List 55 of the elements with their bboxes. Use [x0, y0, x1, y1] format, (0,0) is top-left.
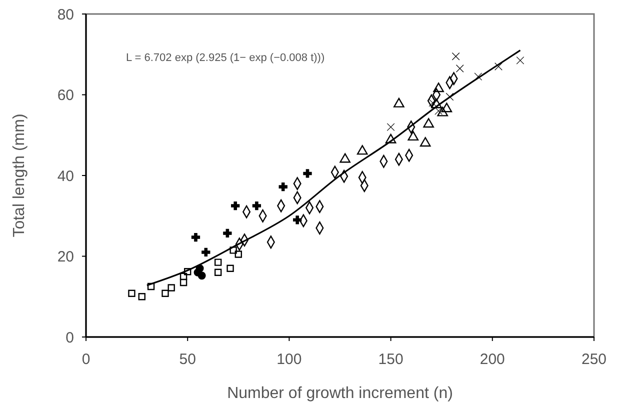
point	[437, 106, 448, 116]
point	[214, 258, 222, 266]
x-tick-label: 100	[276, 351, 302, 368]
point	[394, 98, 404, 108]
point	[184, 268, 192, 276]
point	[420, 137, 431, 147]
y-axis-title: Total length (mm)	[11, 114, 28, 238]
x-tick-label: 200	[480, 351, 505, 368]
x-tick-label: 250	[581, 351, 607, 368]
point	[194, 268, 202, 276]
point	[474, 72, 482, 81]
point	[386, 123, 395, 131]
annotation: L = 6.702 exp (2.925 (1− exp (−0.008 t)))	[126, 52, 325, 64]
point	[452, 52, 460, 60]
point	[180, 278, 188, 286]
point	[180, 272, 188, 280]
point	[408, 130, 419, 141]
point	[162, 290, 169, 297]
point	[147, 282, 155, 290]
point	[293, 216, 302, 224]
point	[138, 293, 146, 300]
x-tick-label: 0	[82, 351, 90, 368]
point	[456, 64, 464, 72]
y-tick-label: 80	[57, 6, 74, 24]
point	[234, 250, 242, 258]
point	[494, 62, 502, 70]
point	[168, 284, 175, 292]
point	[223, 228, 232, 238]
point	[230, 246, 237, 254]
point	[128, 290, 136, 297]
point	[303, 169, 312, 178]
y-tick-label: 40	[57, 168, 74, 185]
point	[516, 56, 524, 64]
point	[446, 92, 454, 101]
point	[385, 134, 396, 144]
point	[433, 82, 444, 92]
point	[431, 98, 442, 108]
point	[356, 145, 368, 155]
y-tick-label: 60	[57, 87, 74, 104]
x-tick-label: 150	[378, 351, 404, 368]
point	[191, 232, 200, 242]
point	[214, 268, 222, 276]
point	[278, 182, 288, 192]
point	[231, 201, 240, 210]
point	[423, 118, 434, 128]
y-tick-label: 20	[57, 248, 74, 266]
point	[226, 264, 234, 272]
point	[340, 153, 350, 163]
x-tick-label: 50	[179, 351, 196, 368]
point	[252, 201, 262, 210]
point	[428, 98, 437, 107]
point	[441, 102, 452, 112]
x-axis-title: Number of growth increment (n)	[227, 385, 453, 402]
point	[202, 248, 210, 257]
y-tick-label: 0	[66, 329, 74, 346]
